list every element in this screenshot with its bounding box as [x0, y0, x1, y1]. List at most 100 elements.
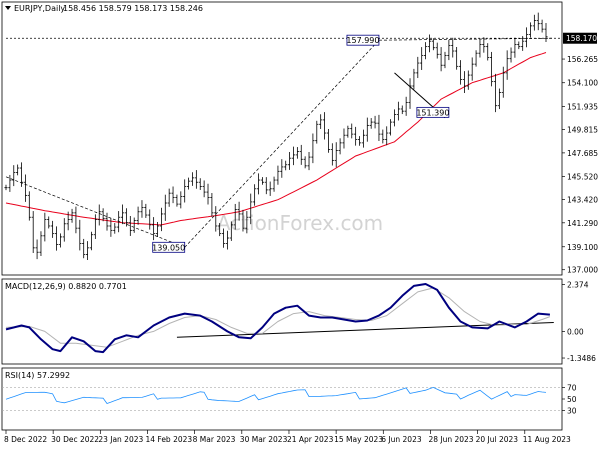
price-bar — [163, 194, 167, 221]
price-bar — [291, 146, 296, 166]
price-tick-label: 143.420 — [567, 196, 598, 205]
rsi-y-axis: 70 50 30 — [562, 383, 577, 416]
price-bar — [392, 109, 397, 127]
price-bar — [74, 206, 78, 234]
price-bar — [237, 201, 241, 221]
collapse-triangle-icon[interactable] — [5, 6, 11, 10]
price-bar — [389, 119, 393, 136]
price-bar — [264, 177, 268, 195]
price-bar — [128, 215, 132, 236]
price-bar — [470, 57, 474, 81]
price-bar — [311, 133, 315, 164]
price-tick-label: 137.000 — [567, 266, 598, 275]
price-annotation-box — [346, 34, 380, 46]
price-bar — [287, 152, 292, 170]
x-tick-label: 30 Mar 2023 — [240, 435, 288, 444]
price-bar — [416, 56, 420, 79]
price-bar — [482, 37, 486, 53]
price-bar — [186, 177, 191, 190]
moving-average — [5, 52, 547, 226]
price-bar — [54, 226, 59, 251]
price-bar — [109, 218, 113, 237]
price-bar — [70, 208, 74, 223]
x-tick-label: 6 Jun 2023 — [381, 435, 422, 444]
price-bar — [532, 14, 536, 31]
price-bar — [451, 37, 455, 58]
price-bar — [101, 208, 105, 222]
x-axis: 8 Dec 2022 30 Dec 2022 23 Jan 2023 14 Feb 2… — [4, 430, 571, 444]
price-bar — [31, 211, 35, 253]
price-bar — [443, 51, 447, 69]
price-bar — [35, 239, 39, 260]
macd-main-line — [5, 283, 550, 354]
price-bar — [97, 204, 101, 226]
price-bar — [136, 206, 140, 225]
price-tick-label: 141.290 — [567, 219, 598, 228]
price-bar — [221, 228, 226, 248]
price-bar — [89, 231, 94, 251]
rsi-title: RSI(14) 57.2992 — [5, 371, 70, 380]
price-bar — [544, 22, 548, 42]
price-bar — [334, 142, 338, 168]
price-bar — [412, 68, 416, 90]
price-bar — [260, 177, 265, 185]
price-bar — [249, 193, 253, 225]
price-bar — [225, 230, 230, 250]
price-bar — [140, 200, 144, 218]
price-bar — [517, 41, 521, 50]
price-bar — [303, 156, 307, 169]
rsi-lines — [2, 386, 562, 411]
dashed-trendline — [5, 176, 185, 248]
price-bar — [280, 159, 284, 178]
price-bar — [420, 47, 424, 70]
price-bar — [319, 114, 323, 129]
price-bar — [62, 218, 66, 242]
price-tick-label: 149.815 — [567, 126, 598, 135]
price-bar — [486, 43, 490, 61]
price-annotation-box — [152, 241, 186, 253]
price-bar — [307, 151, 311, 171]
price-bar — [229, 221, 233, 241]
price-bar — [117, 211, 121, 233]
price-bar — [536, 12, 540, 31]
macd-signal-line — [5, 287, 551, 348]
macd-y-axis: 2.374 0.00 -1.3486 — [562, 280, 596, 363]
price-bar — [361, 129, 366, 148]
price-bar — [179, 191, 183, 209]
x-tick-label: 30 Dec 2022 — [51, 435, 99, 444]
price-tick-label: 151.935 — [567, 102, 598, 111]
rsi-line — [5, 386, 547, 404]
macd-tick-label: -1.3486 — [567, 354, 596, 363]
x-tick-label: 8 Mar 2023 — [193, 435, 236, 444]
price-bar — [12, 165, 16, 187]
price-bar — [462, 71, 467, 93]
price-bar — [268, 181, 272, 196]
price-bar — [346, 125, 350, 138]
price-bar — [284, 160, 288, 171]
rsi-tick-label: 50 — [567, 395, 577, 404]
x-tick-label: 28 Jun 2023 — [428, 435, 473, 444]
price-bar — [493, 73, 498, 113]
price-annotation-box — [416, 106, 450, 118]
price-bar — [455, 46, 459, 70]
price-bar — [338, 138, 342, 155]
price-tick-label: 145.520 — [567, 173, 598, 182]
price-bar — [85, 241, 90, 261]
x-tick-label: 15 May 2023 — [334, 435, 383, 444]
price-bar — [39, 231, 43, 257]
price-bar — [120, 204, 125, 225]
price-y-axis: 158.170 156.265 154.100 151.935 149.815 147.6… — [562, 32, 598, 275]
price-bar — [124, 208, 129, 227]
price-bar — [501, 66, 505, 98]
price-bar — [4, 184, 8, 191]
price-bar — [190, 172, 195, 186]
dashed-trendline — [184, 39, 380, 248]
price-bar — [66, 211, 70, 231]
price-bar — [385, 126, 389, 146]
price-bar — [423, 42, 428, 60]
price-bar — [474, 50, 478, 67]
price-bar — [439, 47, 443, 72]
price-bar — [171, 186, 175, 204]
price-bar — [490, 51, 494, 87]
